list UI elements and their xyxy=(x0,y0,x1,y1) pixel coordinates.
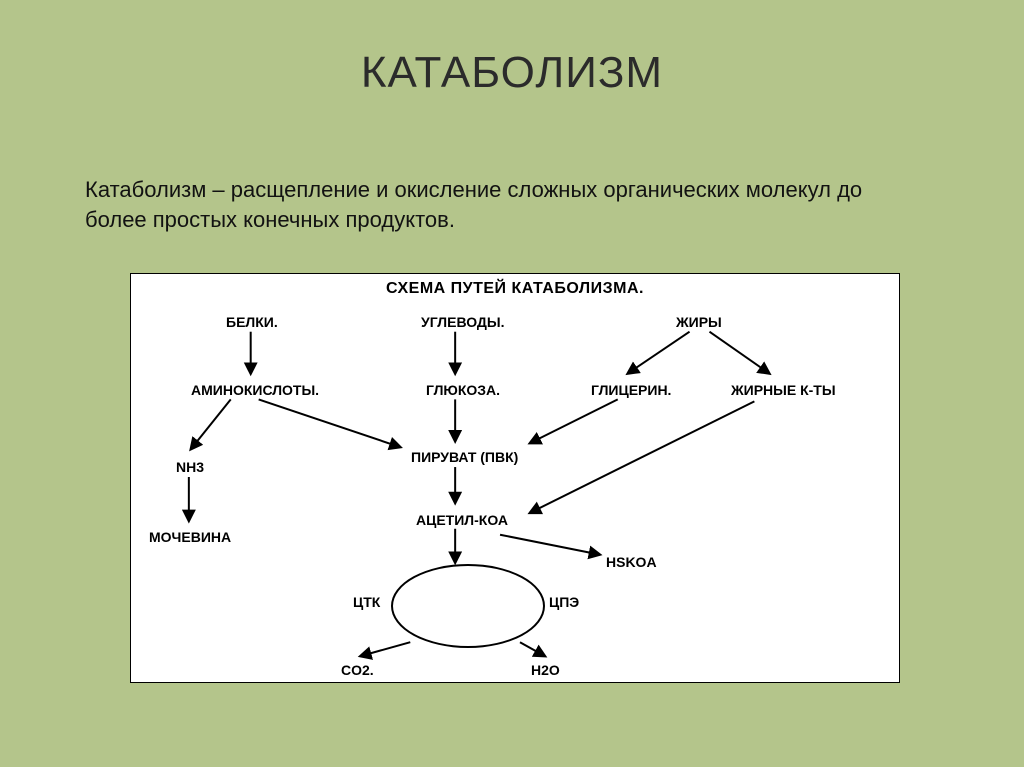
node-glucose: ГЛЮКОЗА. xyxy=(426,382,500,398)
node-amino: АМИНОКИСЛОТЫ. xyxy=(191,382,319,398)
node-proteins: БЕЛКИ. xyxy=(226,314,278,330)
edge-4 xyxy=(259,399,401,447)
edge-5 xyxy=(191,399,231,449)
edge-13 xyxy=(360,642,410,656)
diagram-container: СХЕМА ПУТЕЙ КАТАБОЛИЗМА. БЕЛКИ.УГЛЕВОДЫ.… xyxy=(130,273,900,683)
node-nh3: NH3 xyxy=(176,459,204,475)
node-fattyacids: ЖИРНЫЕ К-ТЫ xyxy=(731,382,836,398)
node-carbs: УГЛЕВОДЫ. xyxy=(421,314,505,330)
edge-7 xyxy=(530,399,618,443)
edge-12 xyxy=(500,535,600,555)
node-fats: ЖИРЫ xyxy=(676,314,722,330)
edge-2 xyxy=(628,332,690,374)
node-glycerol: ГЛИЦЕРИН. xyxy=(591,382,671,398)
node-co2: CO2. xyxy=(341,662,374,678)
slide: КАТАБОЛИЗМ Катаболизм – расщепление и ок… xyxy=(0,0,1024,767)
node-acetylcoa: АЦЕТИЛ-КОА xyxy=(416,512,508,528)
node-tca: ЦТК xyxy=(353,594,380,610)
node-etc: ЦПЭ xyxy=(549,594,579,610)
description-text: Катаболизм – расщепление и окисление сло… xyxy=(85,175,865,234)
edge-3 xyxy=(709,332,769,374)
page-title: КАТАБОЛИЗМ xyxy=(0,48,1024,98)
node-urea: МОЧЕВИНА xyxy=(149,529,231,545)
edge-10 xyxy=(530,401,754,512)
node-h2o: H2O xyxy=(531,662,560,678)
node-pyruvate: ПИРУВАТ (ПВК) xyxy=(411,449,518,465)
edge-14 xyxy=(520,642,545,656)
node-hskoa: HSKOA xyxy=(606,554,657,570)
cycle-ellipse xyxy=(391,564,545,648)
